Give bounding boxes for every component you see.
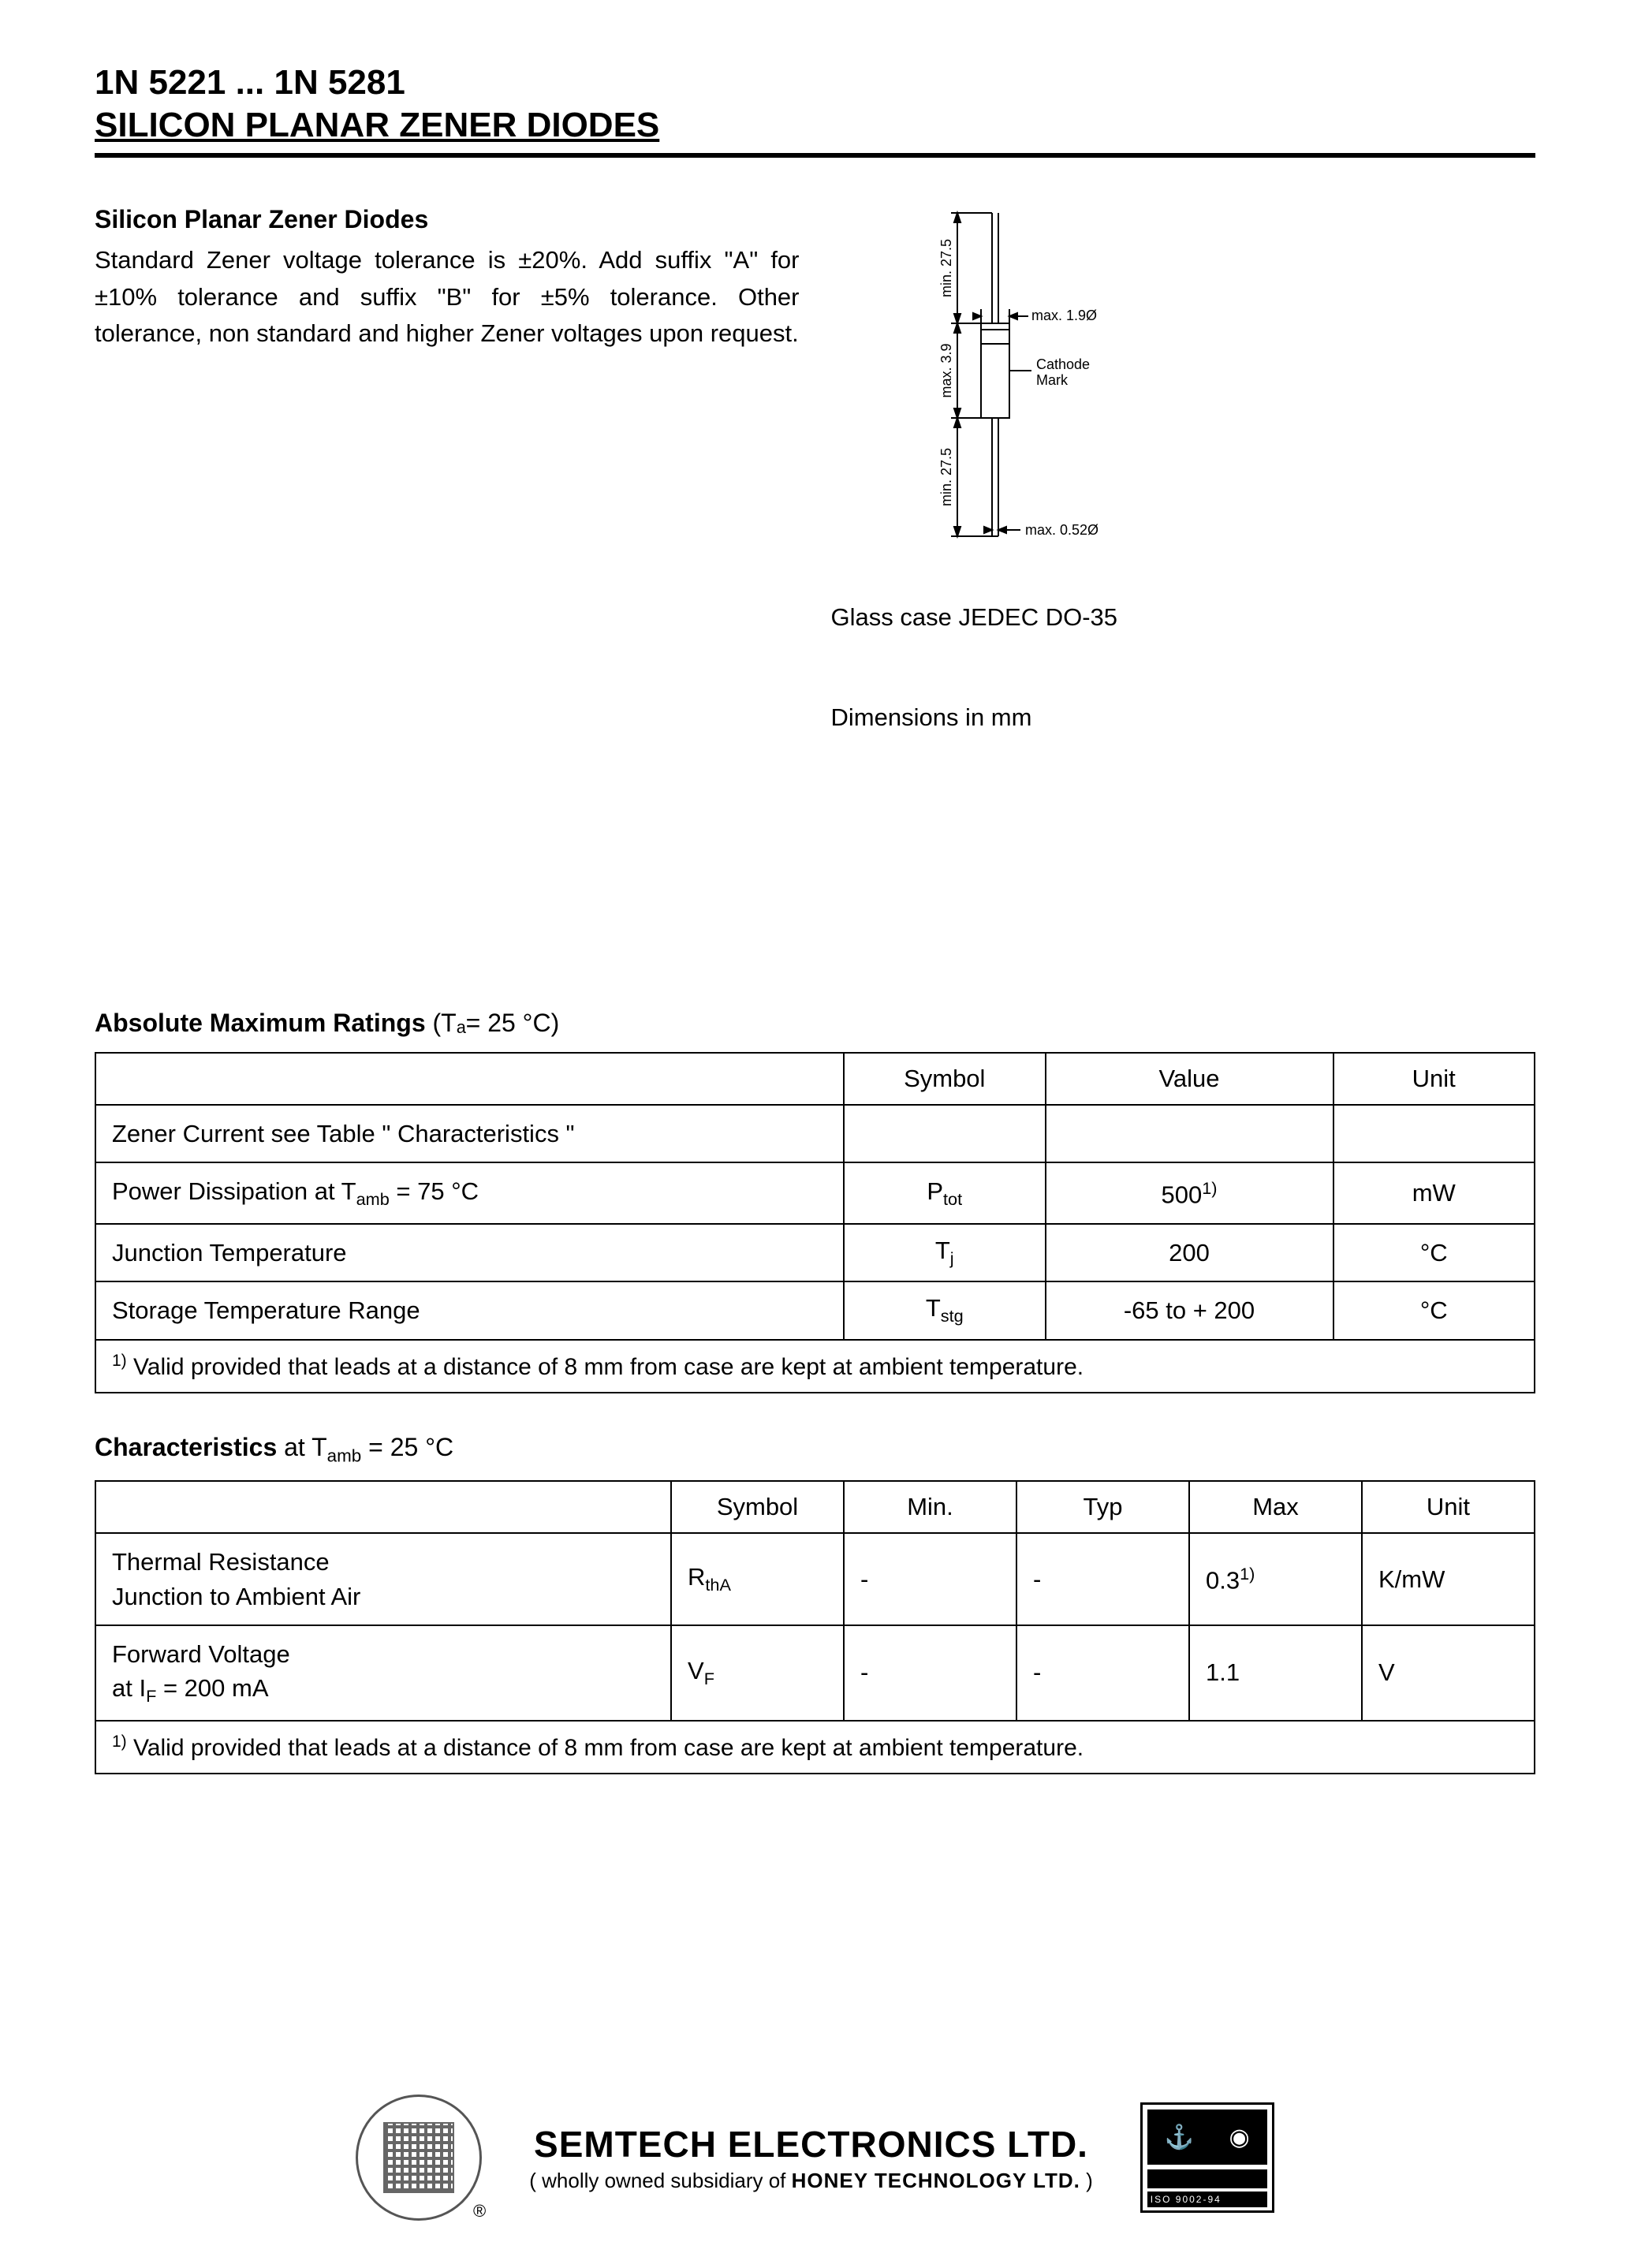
char-cond: at Tamb = 25 °C xyxy=(277,1433,453,1461)
table-row: Thermal ResistanceJunction to Ambient Ai… xyxy=(95,1533,1535,1625)
ratings-h0 xyxy=(95,1053,844,1105)
char-h0 xyxy=(95,1481,671,1533)
unit-cell: K/mW xyxy=(1362,1533,1535,1625)
typ-cell: - xyxy=(1016,1533,1189,1625)
min-cell: - xyxy=(844,1533,1016,1625)
package-diagram: min. 27.5 max. 3.9 min. 27.5 max. 1.9Ø C… xyxy=(863,205,1147,556)
char-table: Symbol Min. Typ Max Unit Thermal Resista… xyxy=(95,1480,1535,1774)
footnote-cell: 1) Valid provided that leads at a distan… xyxy=(95,1340,1535,1393)
symbol-cell: VF xyxy=(671,1625,844,1721)
product-family: SILICON PLANAR ZENER DIODES xyxy=(95,106,1535,145)
unit-cell: V xyxy=(1362,1625,1535,1721)
footer: ® SEMTECH ELECTRONICS LTD. ( wholly owne… xyxy=(0,2095,1630,2221)
char-heading: Characteristics at Tamb = 25 °C xyxy=(95,1433,1535,1466)
cathode-label-2: Mark xyxy=(1036,372,1069,388)
company-logo-icon: ® xyxy=(356,2095,482,2221)
value-cell: -65 to + 200 xyxy=(1046,1281,1333,1339)
char-h5: Unit xyxy=(1362,1481,1535,1533)
dim-lead-top: min. 27.5 xyxy=(938,239,954,297)
value-cell: 5001) xyxy=(1046,1162,1333,1224)
subsidiary-prefix: ( wholly owned subsidiary of xyxy=(529,2169,791,2192)
certification-badge-icon: ⚓◉ ISO 9002-94 xyxy=(1140,2102,1274,2213)
cert-text: ISO 9002-94 xyxy=(1147,2192,1267,2207)
param-cell: Zener Current see Table " Characteristic… xyxy=(95,1105,844,1162)
subsidiary-name: HONEY TECHNOLOGY LTD. xyxy=(792,2169,1080,2192)
param-cell: Thermal ResistanceJunction to Ambient Ai… xyxy=(95,1533,671,1625)
char-title: Characteristics xyxy=(95,1433,277,1461)
table-row: Forward Voltageat IF = 200 mAVF--1.1V xyxy=(95,1625,1535,1721)
part-range: 1N 5221 ... 1N 5281 xyxy=(95,63,1535,103)
ratings-h3: Unit xyxy=(1333,1053,1535,1105)
unit-cell: °C xyxy=(1333,1224,1535,1281)
table-row: Zener Current see Table " Characteristic… xyxy=(95,1105,1535,1162)
intro-paragraph: Standard Zener voltage tolerance is ±20%… xyxy=(95,242,800,353)
subsidiary-line: ( wholly owned subsidiary of HONEY TECHN… xyxy=(529,2169,1093,2193)
table-row: Junction TemperatureTj200°C xyxy=(95,1224,1535,1281)
ratings-table: Symbol Value Unit Zener Current see Tabl… xyxy=(95,1052,1535,1393)
package-caption: Glass case JEDEC DO-35 xyxy=(831,603,1118,632)
char-h3: Typ xyxy=(1016,1481,1189,1533)
registered-mark: ® xyxy=(473,2201,486,2221)
max-cell: 1.1 xyxy=(1189,1625,1362,1721)
symbol-cell: Tj xyxy=(844,1224,1046,1281)
symbol-cell: RthA xyxy=(671,1533,844,1625)
dimensions-caption: Dimensions in mm xyxy=(831,703,1032,732)
company-name: SEMTECH ELECTRONICS LTD. xyxy=(529,2123,1093,2165)
value-cell xyxy=(1046,1105,1333,1162)
param-cell: Forward Voltageat IF = 200 mA xyxy=(95,1625,671,1721)
ratings-heading: Absolute Maximum Ratings (Tₐ= 25 °C) xyxy=(95,1009,1535,1038)
cathode-label-1: Cathode xyxy=(1036,356,1090,372)
table-footnote: 1) Valid provided that leads at a distan… xyxy=(95,1721,1535,1774)
ratings-cond: (Tₐ= 25 °C) xyxy=(426,1009,560,1037)
param-cell: Storage Temperature Range xyxy=(95,1281,844,1339)
symbol-cell: Ptot xyxy=(844,1162,1046,1224)
unit-cell: mW xyxy=(1333,1162,1535,1224)
ratings-h1: Symbol xyxy=(844,1053,1046,1105)
value-cell: 200 xyxy=(1046,1224,1333,1281)
table-footnote: 1) Valid provided that leads at a distan… xyxy=(95,1340,1535,1393)
dim-lead-bottom: min. 27.5 xyxy=(938,448,954,506)
min-cell: - xyxy=(844,1625,1016,1721)
typ-cell: - xyxy=(1016,1625,1189,1721)
symbol-cell: Tstg xyxy=(844,1281,1046,1339)
param-cell: Junction Temperature xyxy=(95,1224,844,1281)
char-h2: Min. xyxy=(844,1481,1016,1533)
table-row: Power Dissipation at Tamb = 75 °CPtot500… xyxy=(95,1162,1535,1224)
param-cell: Power Dissipation at Tamb = 75 °C xyxy=(95,1162,844,1224)
char-h1: Symbol xyxy=(671,1481,844,1533)
dim-lead-dia: max. 0.52Ø xyxy=(1025,522,1098,538)
dim-body-len: max. 3.9 xyxy=(938,343,954,397)
symbol-cell xyxy=(844,1105,1046,1162)
max-cell: 0.31) xyxy=(1189,1533,1362,1625)
subsidiary-suffix: ) xyxy=(1080,2169,1093,2192)
char-h4: Max xyxy=(1189,1481,1362,1533)
footnote-cell: 1) Valid provided that leads at a distan… xyxy=(95,1721,1535,1774)
unit-cell: °C xyxy=(1333,1281,1535,1339)
dim-body-dia: max. 1.9Ø xyxy=(1031,308,1097,323)
ratings-h2: Value xyxy=(1046,1053,1333,1105)
ratings-title: Absolute Maximum Ratings xyxy=(95,1009,426,1037)
title-block: 1N 5221 ... 1N 5281 SILICON PLANAR ZENER… xyxy=(95,63,1535,158)
table-row: Storage Temperature RangeTstg-65 to + 20… xyxy=(95,1281,1535,1339)
unit-cell xyxy=(1333,1105,1535,1162)
intro-heading: Silicon Planar Zener Diodes xyxy=(95,205,800,234)
